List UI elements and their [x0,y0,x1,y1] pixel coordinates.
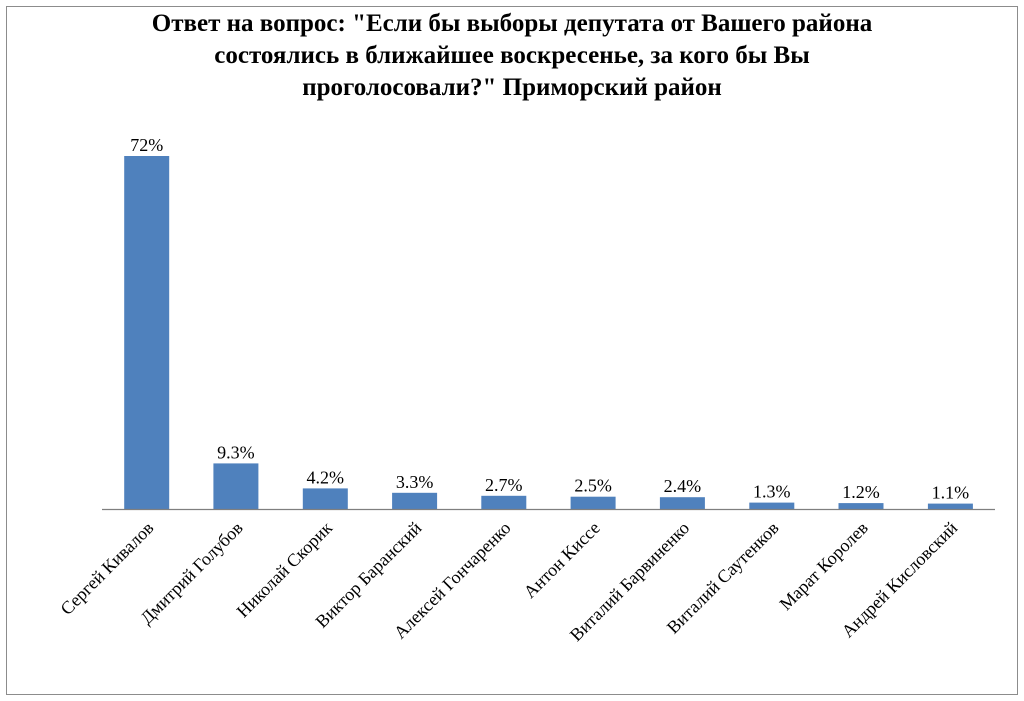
category-label-2: Николай Скорик [233,518,337,622]
data-label-8: 1.2% [842,482,880,502]
bar-1 [213,463,259,509]
bar-8 [838,503,884,509]
data-label-5: 2.5% [574,476,612,496]
data-label-6: 2.4% [664,476,702,496]
category-label-8: Марат Королев [775,518,871,614]
bar-9 [927,503,973,509]
chart-title-line-3: проголосовали?" Приморский район [302,74,722,101]
category-label-5: Антон Киссе [520,518,604,602]
bar-5 [570,496,616,509]
bar-7 [749,502,795,509]
data-label-9: 1.1% [932,483,970,503]
data-label-7: 1.3% [753,482,791,502]
bar-0 [124,156,170,509]
data-label-1: 9.3% [217,442,255,462]
data-label-4: 2.7% [485,475,523,495]
bar-2 [302,488,348,509]
chart-frame [6,6,1018,695]
bar-6 [659,497,705,509]
chart-title-line-2: состоялись в ближайшее воскресенье, за к… [214,42,810,69]
chart-title-line-1: Ответ на вопрос: "Если бы выборы депутат… [151,10,873,37]
data-label-0: 72% [130,135,163,155]
category-label-0: Сергей Кивалов [56,518,157,619]
bar-3 [392,492,438,509]
chart-title: Ответ на вопрос: "Если бы выборы депутат… [0,8,1024,104]
data-label-2: 4.2% [307,467,345,487]
bar-4 [481,495,527,509]
data-label-3: 3.3% [396,472,434,492]
